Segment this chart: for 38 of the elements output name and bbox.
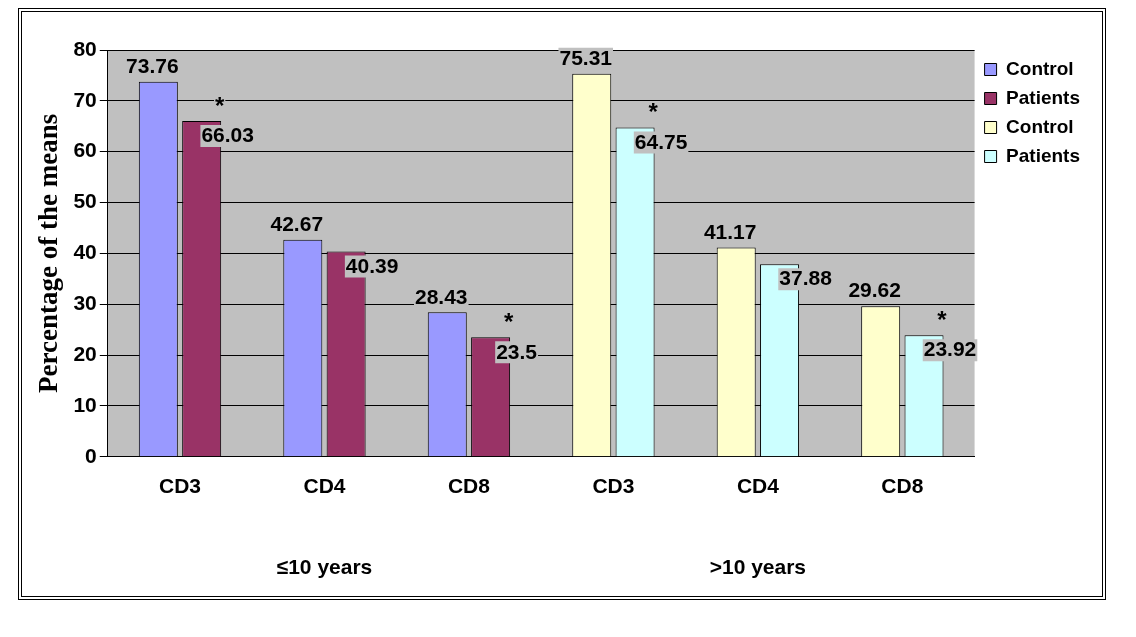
x-tick-label: CD8 — [881, 474, 924, 498]
annotation: * — [214, 91, 225, 119]
text: ≤10 years — [276, 555, 373, 579]
text: >10 years — [709, 555, 807, 579]
x-tick-label: CD4 — [303, 474, 346, 498]
data-label: 41.17 — [703, 219, 757, 243]
legend-label: Control — [1006, 115, 1074, 137]
y-tick-label: 50 — [73, 189, 97, 213]
y-tick-label: 10 — [73, 392, 97, 416]
legend-label: Control — [1006, 57, 1074, 79]
legend-label: Patients — [1006, 144, 1081, 166]
annotation: * — [503, 307, 514, 335]
x-tick-label: CD3 — [158, 474, 201, 498]
data-label: 42.67 — [270, 212, 324, 236]
data-label: 40.39 — [345, 253, 399, 277]
y-tick-label: 30 — [73, 291, 97, 315]
data-label: 28.43 — [414, 284, 468, 308]
y-tick-label: 70 — [73, 87, 97, 111]
legend-label: Patients — [1006, 86, 1081, 108]
y-tick-label: 20 — [73, 341, 97, 365]
x-tick-label: CD3 — [592, 474, 635, 498]
y-tick-label: 40 — [73, 240, 97, 264]
data-label: 73.76 — [126, 54, 179, 78]
annotation: * — [648, 98, 659, 126]
y-axis-title: Percentage of the means — [33, 113, 64, 393]
x-tick-label: CD8 — [447, 474, 491, 498]
y-tick-label: 80 — [73, 36, 97, 60]
annotation: * — [937, 305, 948, 333]
y-tick-label: 60 — [73, 138, 97, 162]
data-label: 37.88 — [779, 266, 833, 290]
x-tick-label: CD4 — [736, 474, 780, 498]
data-label: 75.31 — [559, 46, 613, 70]
data-label: 66.03 — [201, 123, 254, 147]
data-label: 23.5 — [496, 339, 538, 363]
data-label: 64.75 — [634, 129, 688, 153]
data-label: 29.62 — [848, 278, 901, 302]
y-tick-label: 0 — [85, 443, 97, 467]
data-label: 23.92 — [923, 337, 977, 361]
